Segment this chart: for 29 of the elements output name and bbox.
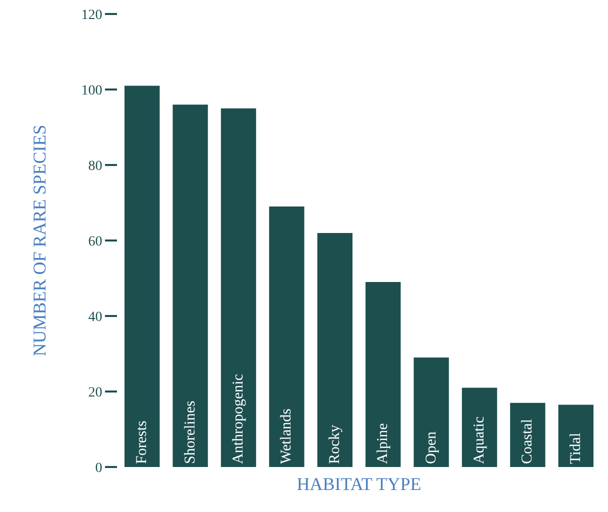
x-tick-label: Wetlands (278, 408, 295, 464)
x-axis-title: HABITAT TYPE (296, 474, 422, 494)
y-tick-label: 80 (88, 158, 102, 174)
x-tick-label: Coastal (520, 419, 536, 464)
bar (269, 206, 304, 467)
bar (172, 104, 208, 467)
y-tick-label: 120 (81, 8, 102, 23)
bar (220, 108, 256, 467)
x-tick-label: Rocky (326, 424, 343, 464)
x-tick-label: Forests (134, 420, 150, 464)
y-tick-label: 40 (88, 310, 102, 325)
y-tick-label: 0 (95, 460, 102, 476)
y-tick-label: 100 (81, 83, 102, 98)
bar (124, 86, 160, 467)
y-axis-title: NUMBER OF RARE SPECIES (29, 124, 50, 356)
bar (462, 388, 498, 467)
x-tick-label: Alpine (375, 422, 392, 464)
bar (317, 232, 352, 467)
bar (558, 404, 594, 467)
x-tick-label: Anthropogenic (230, 374, 246, 464)
x-tick-label: Tidal (568, 432, 584, 464)
y-tick-label: 60 (88, 234, 102, 250)
x-tick-label: Shorelines (182, 400, 198, 464)
y-tick-label: 20 (88, 385, 102, 400)
bar (414, 358, 449, 467)
bar (366, 282, 401, 467)
x-tick-label: Aquatic (472, 416, 488, 464)
bar (510, 402, 546, 467)
x-tick-label: Open (423, 431, 440, 464)
